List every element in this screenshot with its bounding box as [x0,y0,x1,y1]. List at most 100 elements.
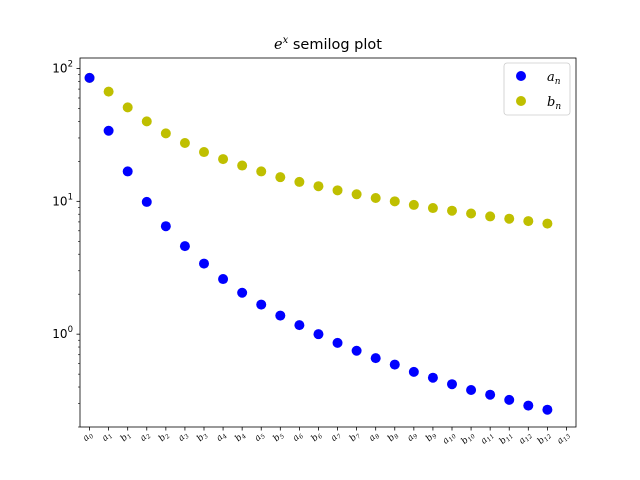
point-b-12 [313,181,324,192]
point-b-23 [523,216,534,227]
x-tick-label-sub: 11 [505,433,515,443]
point-a-11 [294,320,305,331]
x-tick-label-base: b [536,435,547,446]
point-b-8 [237,160,248,171]
x-tick-label-sub: 3 [183,433,191,441]
point-a-2 [122,166,133,177]
x-tick-label-sub: 12 [543,433,553,443]
x-tick-label: b3 [195,430,210,445]
point-a-12 [313,329,324,340]
x-tick-label-base: a [253,433,264,444]
x-tick-label-sub: 8 [393,433,401,441]
point-a-22 [504,394,515,405]
point-b-2 [122,102,133,113]
x-tick-label-base: b [310,433,321,444]
x-tick-label: a9 [405,430,419,444]
x-tick-label: b11 [498,430,515,447]
x-tick-label-sub: 11 [486,433,496,443]
x-tick-label-sub: 3 [202,433,210,441]
y-tick-label-exp: 2 [68,60,73,70]
legend-label-b-sub: n [555,102,561,112]
point-a-23 [523,400,534,411]
x-axis-ticks: a0 a1 b1 a2 b2 a3 b3 a4 b4 a5 b5 a6 b6 a7 b7 a8 b8 a9 b9 a1… [81,427,572,447]
point-a-7 [218,274,229,285]
plot-frame [79,57,577,428]
x-tick-label: a12 [517,430,534,447]
point-a-13 [332,337,343,348]
x-tick-label-sub: 4 [240,433,248,441]
legend-label-b-base: b [547,95,555,110]
x-tick-label-sub: 12 [524,433,534,443]
chart-title-rest: semilog plot [288,37,382,53]
x-tick-label-sub: 7 [355,433,363,441]
chart-title-sup: x [283,35,289,46]
x-tick-label-base: b [460,435,471,446]
x-tick-label-base: b [195,433,206,444]
x-tick-label: a13 [555,430,572,447]
point-b-16 [389,196,400,207]
x-tick-label: b8 [386,430,401,445]
point-b-9 [256,166,267,177]
series-b [84,72,553,229]
x-tick-label-base: a [176,433,187,444]
point-b-4 [160,128,171,139]
data-markers [84,72,553,415]
legend-marker-b [516,96,526,106]
point-b-18 [427,203,438,214]
x-tick-label-base: b [233,433,244,444]
x-tick-label: a0 [81,430,95,444]
point-a-14 [351,345,362,356]
x-tick-label-base: b [348,433,359,444]
point-b-19 [447,205,457,216]
point-a-15 [370,353,381,364]
point-a-4 [160,221,171,232]
point-a-6 [199,258,209,269]
x-tick-label-base: a [215,433,226,444]
point-a-5 [179,241,190,252]
x-tick-label-base: a [555,435,566,446]
y-tick-label: 100 [52,325,73,341]
point-a-0 [84,72,95,83]
x-tick-label-sub: 13 [562,433,572,443]
y-tick-label-base: 10 [52,327,67,341]
x-tick-label-sub: 6 [298,433,306,441]
point-b-22 [504,213,515,224]
y-tick-label-exp: 0 [68,325,73,335]
point-b-6 [199,147,209,158]
x-tick-label: a6 [291,430,305,444]
legend-marker-a [516,71,526,81]
x-tick-label: b10 [460,430,477,447]
point-b-14 [351,189,362,200]
x-tick-label: b9 [424,430,439,445]
point-b-10 [275,172,286,183]
x-tick-label-base: b [119,433,130,444]
x-tick-label: b4 [233,430,248,445]
point-a-21 [485,389,496,400]
x-tick-label-sub: 6 [317,433,325,441]
x-tick-label-sub: 1 [107,433,115,441]
x-tick-label-sub: 9 [431,433,439,441]
x-tick-label: b2 [157,430,172,445]
x-tick-label: a3 [176,430,190,444]
point-b-24 [542,218,553,229]
point-b-11 [294,176,305,187]
x-tick-label-sub: 9 [412,433,420,441]
x-tick-label-base: a [441,435,452,446]
x-tick-label-base: b [424,433,435,444]
point-a-18 [427,372,438,383]
x-tick-label-sub: 2 [144,433,152,441]
x-tick-label-base: b [498,435,509,446]
point-b-5 [179,137,190,148]
x-tick-label-sub: 4 [221,433,229,441]
point-a-3 [141,196,152,207]
point-b-13 [332,185,343,196]
x-tick-label-base: a [517,435,528,446]
x-tick-label-base: a [367,433,378,444]
y-tick-label-base: 10 [52,62,67,76]
x-tick-label: a11 [479,430,496,447]
x-tick-label-sub: 1 [126,433,134,441]
x-tick-label: b6 [310,430,325,445]
chart-title-base: e [274,37,283,53]
x-tick-label-base: a [329,433,340,444]
